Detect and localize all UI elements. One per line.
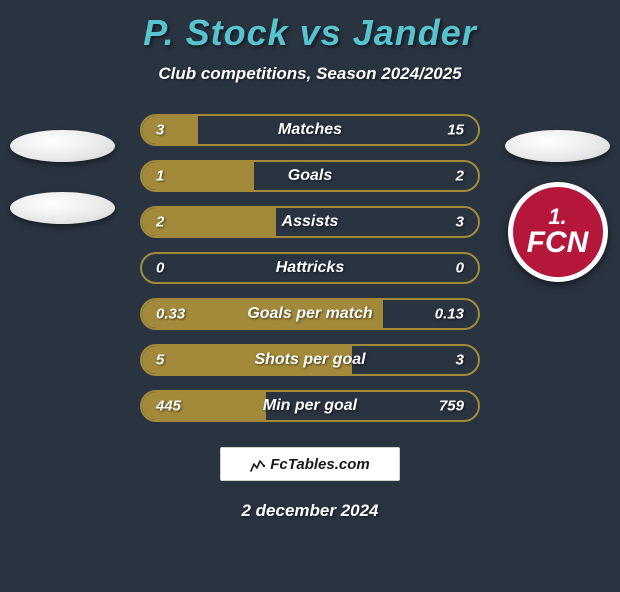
stat-label: Min per goal xyxy=(142,397,478,415)
stat-row: 0.33Goals per match0.13 xyxy=(140,298,480,330)
comparison-bars: 3Matches151Goals22Assists30Hattricks00.3… xyxy=(140,114,480,422)
fcn-badge-top-text: 1. xyxy=(548,206,566,228)
stat-row: 3Matches15 xyxy=(140,114,480,146)
stat-right-value: 3 xyxy=(456,214,464,231)
left-team-badges xyxy=(10,130,115,224)
stat-row: 0Hattricks0 xyxy=(140,252,480,284)
stat-label: Shots per goal xyxy=(142,351,478,369)
stat-row: 5Shots per goal3 xyxy=(140,344,480,376)
fcn-club-badge-icon: 1. FCN xyxy=(508,182,608,282)
stat-right-value: 2 xyxy=(456,168,464,185)
stat-right-value: 3 xyxy=(456,352,464,369)
footer-brand-text: FcTables.com xyxy=(270,456,369,473)
fctables-logo-icon xyxy=(250,456,266,472)
page-title: P. Stock vs Jander xyxy=(0,12,620,54)
stat-label: Assists xyxy=(142,213,478,231)
stat-right-value: 759 xyxy=(439,398,464,415)
stat-right-value: 0.13 xyxy=(435,306,464,323)
stat-label: Goals xyxy=(142,167,478,185)
fcn-badge-bottom-text: FCN xyxy=(527,228,589,258)
stat-row: 445Min per goal759 xyxy=(140,390,480,422)
placeholder-badge-icon xyxy=(10,192,115,224)
stat-right-value: 15 xyxy=(447,122,464,139)
right-team-badges: 1. FCN xyxy=(505,130,610,282)
date-text: 2 december 2024 xyxy=(0,501,620,521)
stat-right-value: 0 xyxy=(456,260,464,277)
stat-row: 2Assists3 xyxy=(140,206,480,238)
stat-row: 1Goals2 xyxy=(140,160,480,192)
footer-brand-badge: FcTables.com xyxy=(220,447,400,481)
placeholder-badge-icon xyxy=(505,130,610,162)
placeholder-badge-icon xyxy=(10,130,115,162)
stat-label: Hattricks xyxy=(142,259,478,277)
stat-label: Matches xyxy=(142,121,478,139)
page-subtitle: Club competitions, Season 2024/2025 xyxy=(0,64,620,84)
stat-label: Goals per match xyxy=(142,305,478,323)
